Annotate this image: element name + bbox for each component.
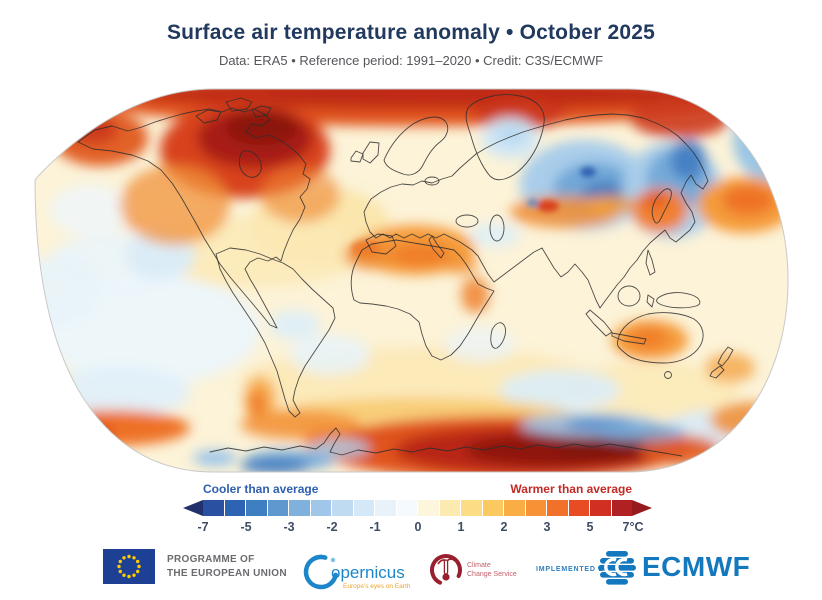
colorbar-cell (310, 500, 331, 516)
map-body (34, 88, 789, 473)
eu-flag-logo (103, 549, 155, 589)
colorbar (183, 500, 652, 516)
warmer-than-average-label: Warmer than average (510, 482, 632, 496)
copernicus-logo-icon: opernicus Europe's eyes on Earth (303, 554, 411, 590)
map-outline (34, 88, 789, 473)
colorbar-cell (267, 500, 288, 516)
colorbar-cell (203, 500, 224, 516)
colorbar-ticks: -7 -5 -3 -2 -1 0 1 2 3 5 7°C (197, 520, 643, 536)
ecmwf-logo-icon (598, 551, 636, 585)
colorbar-tick-label: 1 (457, 520, 465, 534)
colorbar-cell (568, 500, 589, 516)
colorbar-cell (547, 500, 568, 516)
colorbar-tick-label: -7 (197, 520, 209, 534)
eu-programme-text: PROGRAMME OF THE EUROPEAN UNION (167, 553, 287, 580)
copernicus-logo: opernicus Europe's eyes on Earth (300, 549, 418, 600)
colorbar-cell (224, 500, 245, 516)
coastlines (77, 94, 734, 457)
colorbar-cells (203, 500, 632, 516)
colorbar-tick-label: 7°C (622, 520, 644, 534)
colorbar-tick-label: 5 (586, 520, 594, 534)
page-subtitle: Data: ERA5 • Reference period: 1991–2020… (218, 53, 604, 68)
colorbar-tick-label: -3 (283, 520, 295, 534)
implemented-by-label: IMPLEMENTED BY (536, 566, 610, 573)
colorbar-cell (332, 500, 353, 516)
colorbar-tick-label: -5 (240, 520, 252, 534)
colorbar-cell (590, 500, 611, 516)
colorbar-cell (525, 500, 546, 516)
legend-labels: Cooler than average Warmer than average (203, 482, 632, 497)
colorbar-cell (482, 500, 503, 516)
ecmwf-logo: ECMWF (597, 549, 750, 585)
colorbar-tick-label: 3 (543, 520, 551, 534)
eu-flag-icon (103, 549, 155, 584)
eu-programme-line2: THE EUROPEAN UNION (167, 567, 287, 579)
colorbar-tick-label: -1 (369, 520, 381, 534)
c3s-logo-icon: Climate Change Service (430, 554, 517, 586)
colorbar-cell (353, 500, 374, 516)
colorbar-cell (504, 500, 525, 516)
anomaly-field (35, 89, 788, 472)
colorbar-cell (289, 500, 310, 516)
ecmwf-wordmark: ECMWF (642, 551, 751, 582)
colorbar-cell (611, 500, 632, 516)
eu-programme-line1: PROGRAMME OF (167, 554, 255, 565)
c3s-text-line1: Climate (467, 562, 491, 569)
colorbar-cell (375, 500, 396, 516)
copernicus-tagline: Europe's eyes on Earth (343, 583, 411, 590)
colorbar-left-arrow-icon (183, 500, 203, 516)
colorbar-cell (439, 500, 460, 516)
c3s-logo: Climate Change Service (427, 550, 539, 597)
colorbar-tick-label: 0 (414, 520, 422, 534)
copernicus-wordmark: opernicus (331, 563, 405, 582)
colorbar-tick-label: -2 (326, 520, 338, 534)
colorbar-tick-label: 2 (500, 520, 508, 534)
colorbar-cell (418, 500, 439, 516)
c3s-text-line2: Change Service (467, 571, 517, 578)
page-title: Surface air temperature anomaly • Octobe… (166, 21, 656, 44)
colorbar-cell (246, 500, 267, 516)
colorbar-cell (461, 500, 482, 516)
cooler-than-average-label: Cooler than average (203, 482, 319, 496)
colorbar-cell (396, 500, 417, 516)
colorbar-right-arrow-icon (632, 500, 652, 516)
color-scale-legend: Cooler than average Warmer than average … (183, 482, 652, 536)
